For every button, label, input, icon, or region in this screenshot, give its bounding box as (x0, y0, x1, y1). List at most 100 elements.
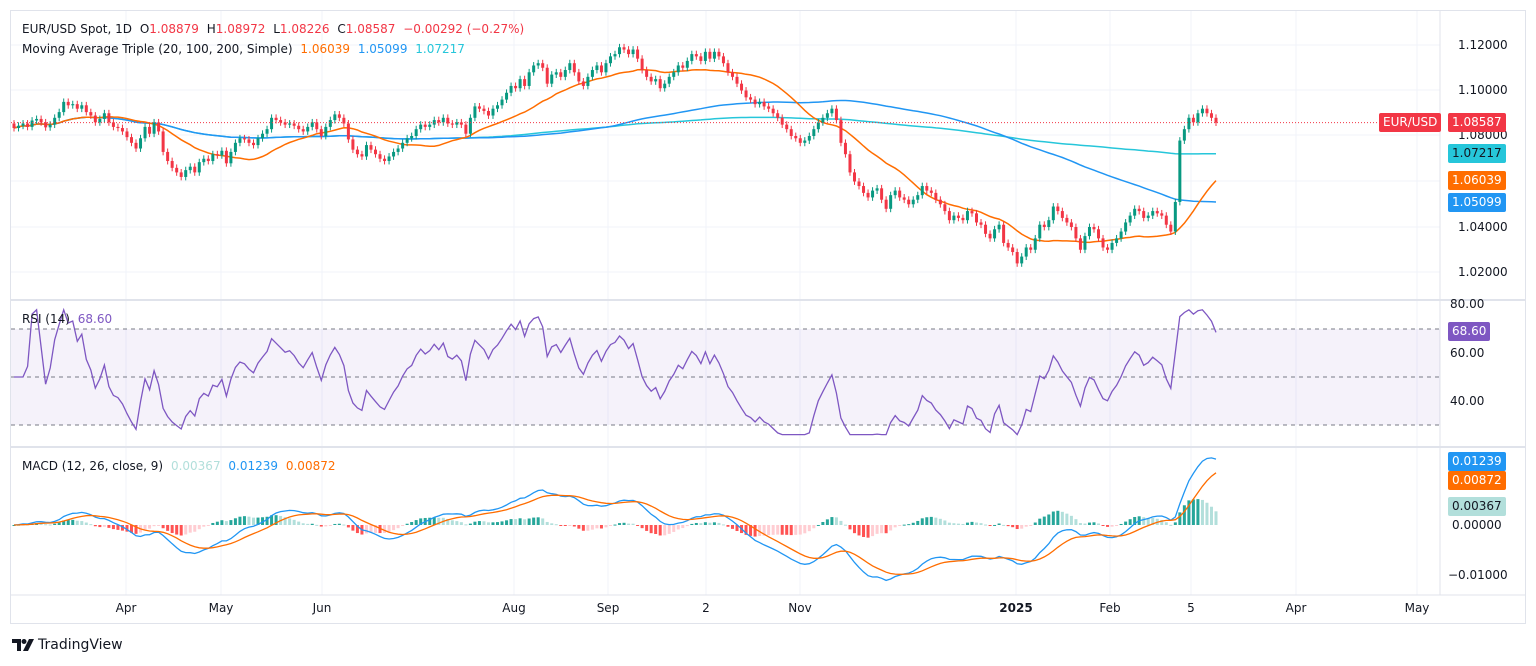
candle-down (726, 63, 730, 73)
candle-up (1020, 256, 1024, 264)
macd-histogram-bar (102, 525, 106, 527)
macd-histogram-bar (830, 517, 834, 525)
candle-down (1106, 247, 1110, 250)
candle-down (907, 199, 911, 205)
macd-histogram-bar (798, 525, 802, 535)
macd-histogram-bar (934, 517, 938, 525)
candle-up (812, 129, 816, 136)
macd-histogram-bar (862, 525, 866, 537)
macd-histogram-bar (197, 525, 201, 530)
close-label: C (337, 22, 346, 36)
candle-down (581, 81, 585, 86)
macd-hist-value: 0.00367 (170, 459, 221, 473)
macd-histogram-bar (785, 525, 789, 535)
candle-up (911, 199, 915, 205)
candle-down (979, 222, 983, 225)
candle-up (509, 85, 513, 93)
macd-histogram-bar (324, 525, 328, 527)
candle-up (536, 63, 540, 66)
candle-down (862, 186, 866, 193)
candle-down (843, 142, 847, 155)
macd-histogram-bar (337, 523, 341, 525)
candle-down (283, 122, 287, 125)
macd-histogram-bar (712, 522, 716, 525)
candle-up (143, 126, 147, 139)
candle-down (464, 124, 468, 134)
macd-histogram-bar (1209, 506, 1213, 525)
macd-histogram-bar (111, 525, 115, 530)
candle-up (229, 151, 233, 164)
macd-histogram-bar (1020, 525, 1024, 529)
macd-histogram-bar (663, 525, 667, 536)
candle-up (590, 70, 594, 77)
macd-histogram-bar (803, 525, 807, 534)
candle-up (30, 120, 34, 127)
macd-histogram-bar (1011, 525, 1015, 528)
macd-histogram-bar (825, 519, 829, 525)
macd-histogram-bar (898, 525, 902, 526)
macd-histogram-bar (839, 520, 843, 525)
candle-down (898, 190, 902, 198)
macd-histogram-bar (843, 524, 847, 526)
price-tick: 1.12000 (1458, 38, 1508, 52)
macd-histogram-bar (645, 525, 649, 531)
macd-histogram-bar (961, 523, 965, 525)
macd-histogram-bar (559, 525, 563, 526)
candle-up (825, 113, 829, 118)
candle-down (93, 115, 97, 123)
candle-down (988, 233, 992, 239)
candle-up (595, 65, 599, 71)
candle-up (821, 117, 825, 123)
candle-down (1069, 222, 1073, 227)
macd-histogram-bar (256, 517, 260, 525)
candle-up (1182, 129, 1186, 141)
open-label: O (139, 22, 150, 36)
macd-histogram-bar (595, 525, 599, 529)
macd-histogram-bar (554, 524, 558, 526)
candle-up (667, 76, 671, 84)
candle-up (288, 123, 292, 125)
candle-down (355, 149, 359, 155)
macd-histogram-bar (1038, 518, 1042, 525)
rsi-tick: 40.00 (1450, 394, 1485, 408)
macd-histogram-bar (608, 525, 612, 526)
candle-up (1173, 201, 1177, 232)
candle-up (455, 122, 459, 125)
macd-histogram-bar (672, 525, 676, 532)
ma100-value: 1.05099 (357, 42, 408, 56)
candle-up (563, 70, 567, 77)
macd-histogram-bar (405, 523, 409, 525)
candle-up (1087, 227, 1091, 237)
macd-histogram-bar (758, 525, 762, 537)
candle-up (568, 63, 572, 71)
macd-histogram-bar (1187, 500, 1191, 525)
macd-histogram-bar (1002, 524, 1006, 526)
macd-histogram-bar (943, 520, 947, 525)
macd-histogram-bar (767, 525, 771, 536)
macd-histogram-bar (1006, 525, 1010, 527)
signal-line (13, 472, 1217, 575)
candle-up (758, 101, 762, 105)
candle-down (857, 181, 861, 187)
macd-histogram-bar (328, 525, 332, 526)
macd-histogram-bar (749, 525, 753, 536)
macd-histogram-bar (834, 517, 838, 525)
candle-down (1092, 227, 1096, 230)
macd-histogram-bar (355, 525, 359, 534)
rsi-line (14, 307, 1217, 436)
candle-up (554, 72, 558, 75)
candle-down (947, 211, 951, 221)
macd-histogram-bar (1110, 525, 1114, 527)
macd-histogram-bar (491, 522, 495, 525)
x-tick: Jun (312, 601, 332, 615)
macd-histogram-bar (852, 525, 856, 534)
candle-up (527, 72, 531, 86)
candle-down (785, 124, 789, 130)
macd-histogram-bar (125, 525, 129, 532)
macd-histogram-bar (224, 521, 228, 525)
candle-down (717, 51, 721, 57)
macd-histogram-bar (929, 516, 933, 525)
candle-up (328, 120, 332, 127)
tradingview-logo[interactable]: TradingView (12, 637, 123, 653)
